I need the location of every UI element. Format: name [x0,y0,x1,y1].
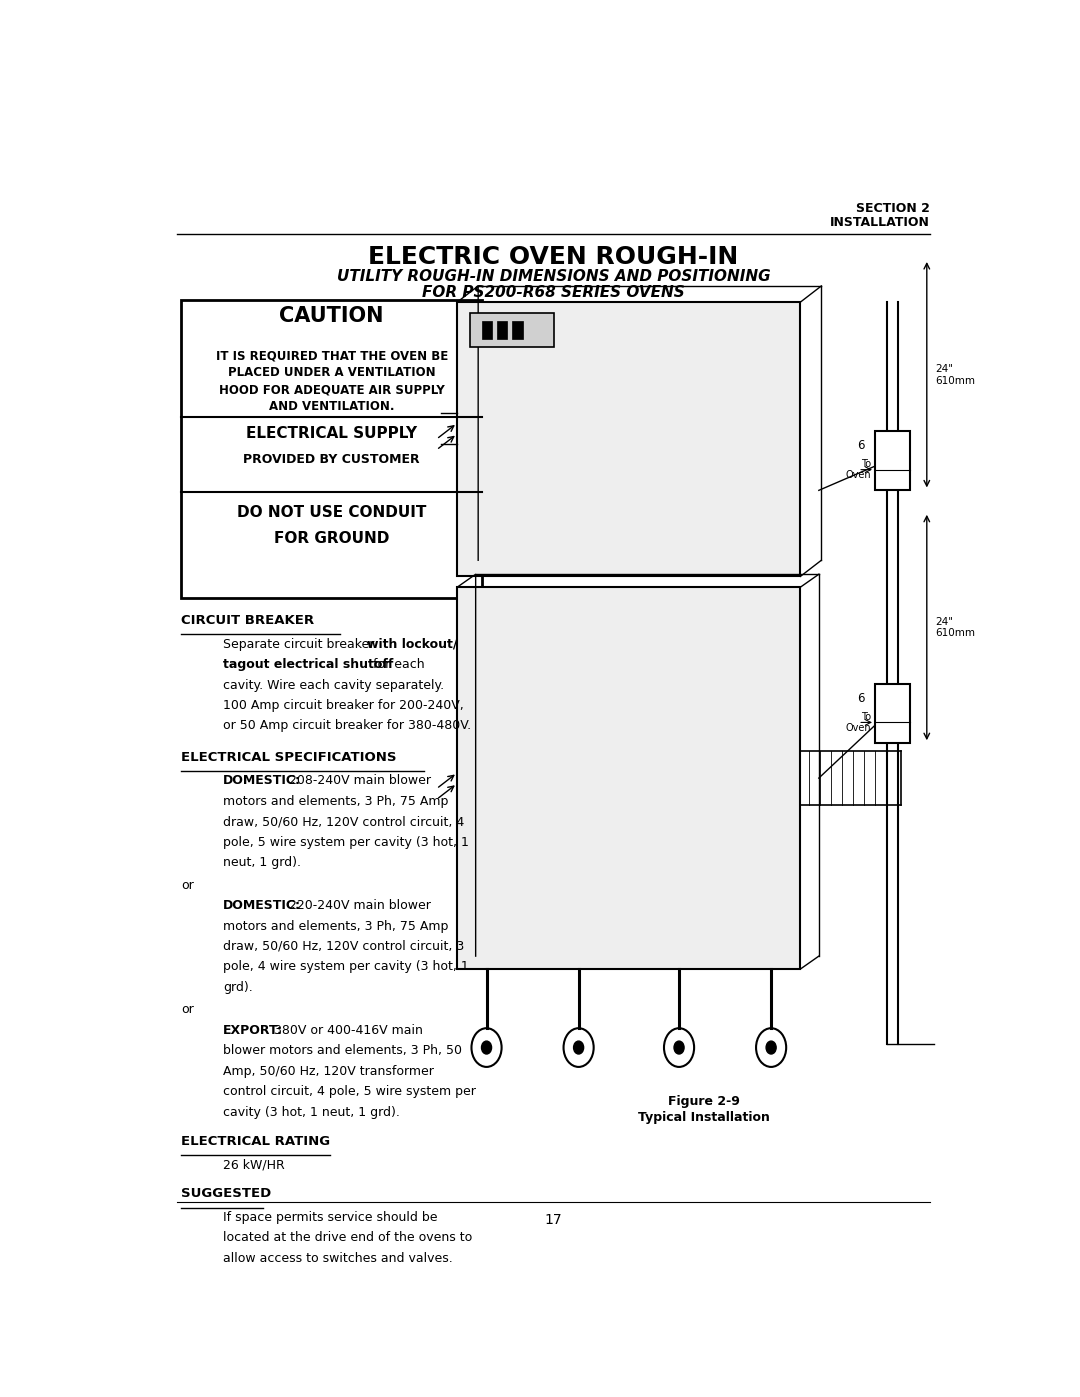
Text: INSTALLATION: INSTALLATION [831,217,930,229]
Text: 24"
610mm: 24" 610mm [935,616,975,638]
Text: ELECTRICAL RATING: ELECTRICAL RATING [181,1134,330,1148]
Text: PROVIDED BY CUSTOMER: PROVIDED BY CUSTOMER [243,453,420,465]
Text: 26 kW/HR: 26 kW/HR [222,1158,285,1171]
Text: SECTION 2: SECTION 2 [856,203,930,215]
Text: 100 Amp circuit breaker for 200-240V,: 100 Amp circuit breaker for 200-240V, [222,698,463,712]
Text: 380V or 400-416V main: 380V or 400-416V main [270,1024,422,1037]
Text: Typical Installation: Typical Installation [638,1111,770,1125]
Text: 17: 17 [544,1213,563,1227]
Bar [498,321,508,338]
Text: or: or [181,1003,193,1017]
Text: allow access to switches and valves.: allow access to switches and valves. [222,1252,453,1264]
Text: grd).: grd). [222,981,253,993]
Text: FOR GROUND: FOR GROUND [274,531,390,546]
Text: draw, 50/60 Hz, 120V control circuit, 3: draw, 50/60 Hz, 120V control circuit, 3 [222,940,464,953]
Text: cavity (3 hot, 1 neut, 1 grd).: cavity (3 hot, 1 neut, 1 grd). [222,1105,400,1119]
Text: or: or [181,879,193,891]
Text: ELECTRICAL SPECIFICATIONS: ELECTRICAL SPECIFICATIONS [181,750,396,764]
Text: 6: 6 [858,693,865,705]
Text: DOMESTIC:: DOMESTIC: [222,774,301,788]
Bar [457,587,800,970]
Text: To
Oven: To Oven [845,711,870,733]
Text: FOR PS200-R68 SERIES OVENS: FOR PS200-R68 SERIES OVENS [422,285,685,300]
Text: ELECTRIC OVEN ROUGH-IN: ELECTRIC OVEN ROUGH-IN [368,244,739,270]
Text: Figure 2-9: Figure 2-9 [669,1095,740,1108]
Text: for each: for each [369,658,426,671]
Bar [875,432,910,490]
Text: or 50 Amp circuit breaker for 380-480V.: or 50 Amp circuit breaker for 380-480V. [222,719,471,732]
Bar [875,685,910,743]
Text: To
Oven: To Oven [845,458,870,481]
Text: 220-240V main blower: 220-240V main blower [285,900,431,912]
Circle shape [482,1041,491,1053]
Bar [181,300,483,598]
Text: If space permits service should be: If space permits service should be [222,1211,437,1224]
Text: IT IS REQUIRED THAT THE OVEN BE
PLACED UNDER A VENTILATION
HOOD FOR ADEQUATE AIR: IT IS REQUIRED THAT THE OVEN BE PLACED U… [216,349,448,414]
Text: SUGGESTED: SUGGESTED [181,1187,271,1200]
Text: 6: 6 [858,440,865,453]
Text: DOMESTIC:: DOMESTIC: [222,900,301,912]
Text: blower motors and elements, 3 Ph, 50: blower motors and elements, 3 Ph, 50 [222,1045,462,1058]
Text: Separate circuit breaker: Separate circuit breaker [222,637,378,651]
Text: cavity. Wire each cavity separately.: cavity. Wire each cavity separately. [222,679,444,692]
Text: draw, 50/60 Hz, 120V control circuit, 4: draw, 50/60 Hz, 120V control circuit, 4 [222,816,464,828]
Text: EXPORT:: EXPORT: [222,1024,283,1037]
Text: control circuit, 4 pole, 5 wire system per: control circuit, 4 pole, 5 wire system p… [222,1085,476,1098]
Text: UTILITY ROUGH-IN DIMENSIONS AND POSITIONING: UTILITY ROUGH-IN DIMENSIONS AND POSITION… [337,268,770,284]
Text: pole, 5 wire system per cavity (3 hot, 1: pole, 5 wire system per cavity (3 hot, 1 [222,835,469,848]
Text: with lockout/: with lockout/ [367,637,457,651]
Text: 24"
610mm: 24" 610mm [935,363,975,386]
Text: pole, 4 wire system per cavity (3 hot, 1: pole, 4 wire system per cavity (3 hot, 1 [222,960,469,974]
Bar [470,313,554,348]
Text: motors and elements, 3 Ph, 75 Amp: motors and elements, 3 Ph, 75 Amp [222,795,448,807]
Circle shape [573,1041,583,1053]
Text: Amp, 50/60 Hz, 120V transformer: Amp, 50/60 Hz, 120V transformer [222,1065,434,1077]
Text: CIRCUIT BREAKER: CIRCUIT BREAKER [181,615,314,627]
Text: tagout electrical shutoff: tagout electrical shutoff [222,658,393,671]
Text: 208-240V main blower: 208-240V main blower [285,774,431,788]
Bar [457,302,800,577]
Text: neut, 1 grd).: neut, 1 grd). [222,856,301,869]
Text: DO NOT USE CONDUIT: DO NOT USE CONDUIT [237,506,427,521]
Circle shape [766,1041,777,1053]
Bar [483,321,492,338]
Text: located at the drive end of the ovens to: located at the drive end of the ovens to [222,1232,472,1245]
Text: ELECTRICAL SUPPLY: ELECTRICAL SUPPLY [246,426,417,441]
Circle shape [674,1041,684,1053]
Text: motors and elements, 3 Ph, 75 Amp: motors and elements, 3 Ph, 75 Amp [222,919,448,933]
Text: CAUTION: CAUTION [280,306,384,327]
Bar [513,321,523,338]
